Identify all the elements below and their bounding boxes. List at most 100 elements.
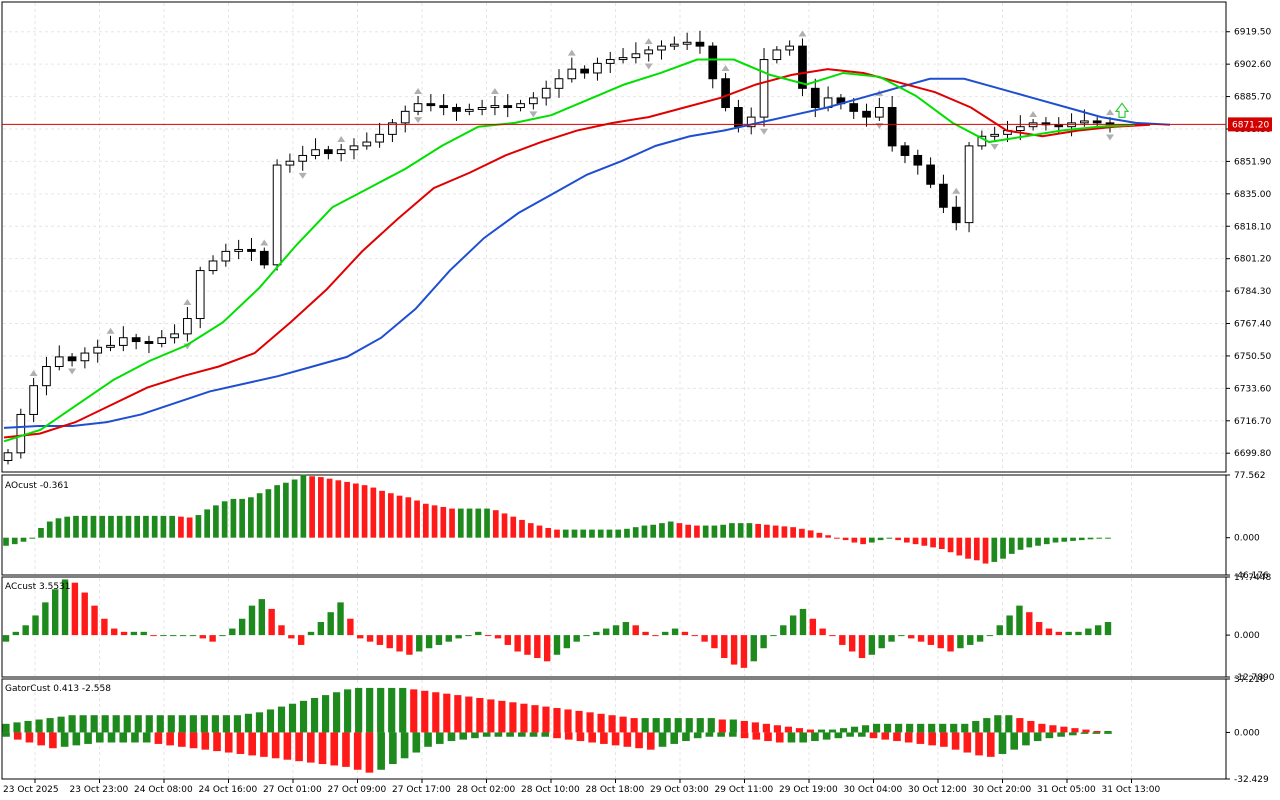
histogram-bar: [271, 732, 280, 759]
candle: [1054, 124, 1064, 128]
histogram-bar: [95, 732, 104, 743]
candle: [810, 87, 820, 109]
histogram-bar: [20, 537, 27, 542]
histogram-bar: [781, 526, 788, 538]
histogram-bar: [606, 529, 613, 538]
histogram-bar: [904, 732, 913, 743]
fractal-up-marker: [337, 135, 346, 142]
histogram-bar: [506, 732, 514, 737]
histogram-bar: [564, 732, 573, 740]
price-panel[interactable]: 6919.506902.606885.706868.806851.906835.…: [1, 1, 1272, 473]
candle: [746, 116, 756, 128]
histogram-bar: [1069, 732, 1077, 736]
histogram-bar: [475, 508, 482, 538]
histogram-bar: [326, 478, 333, 538]
histogram-bar: [1071, 728, 1079, 733]
histogram-bar: [760, 635, 767, 649]
histogram-bar: [71, 582, 79, 636]
candle: [887, 107, 897, 147]
candle: [503, 105, 513, 109]
histogram-bar: [524, 635, 531, 655]
histogram-bar: [921, 537, 928, 546]
histogram-bar: [335, 480, 342, 538]
histogram-bar: [25, 732, 34, 743]
ac-panel[interactable]: 17.7448 0.000 -12.7890: [1, 573, 1275, 683]
histogram-bar: [233, 715, 242, 733]
histogram-bar: [685, 718, 693, 733]
histogram-bar: [702, 525, 709, 538]
histogram-bar: [494, 635, 502, 639]
histogram-bar: [416, 635, 423, 652]
histogram-bar: [143, 515, 149, 538]
histogram-bar: [445, 635, 452, 642]
histogram-bar: [179, 635, 187, 637]
fractal-up-marker: [260, 239, 269, 246]
histogram-bar: [928, 732, 936, 746]
time-tick-label: 31 Oct 13:00: [1102, 785, 1161, 795]
price-tick-label: 6801.20: [1234, 255, 1271, 265]
histogram-bar: [534, 635, 541, 659]
indicator-tick-label: -12.7890: [1234, 673, 1275, 683]
time-tick-label: 31 Oct 05:00: [1037, 785, 1096, 795]
histogram-bar: [799, 528, 805, 538]
fractal-up-marker: [798, 30, 807, 37]
histogram-bar: [755, 523, 762, 538]
histogram-bar: [906, 723, 914, 733]
histogram-bar: [868, 635, 876, 655]
candle: [67, 356, 77, 362]
candle: [567, 68, 577, 80]
histogram-bar: [1055, 631, 1063, 636]
histogram-bar: [482, 732, 491, 737]
histogram-bar: [297, 635, 305, 645]
histogram-bar: [553, 708, 561, 733]
ao-panel[interactable]: 77.562 0.000 -46.176: [1, 471, 1269, 581]
histogram-bar: [377, 732, 385, 770]
histogram-bar: [396, 635, 403, 652]
histogram-bar: [230, 498, 237, 538]
histogram-bar: [200, 715, 208, 733]
histogram-bar: [1008, 537, 1015, 554]
histogram-bar: [691, 635, 698, 637]
histogram-bar: [399, 687, 407, 733]
histogram-bar: [244, 713, 253, 733]
histogram-bar: [939, 723, 947, 733]
histogram-bar: [963, 732, 972, 753]
histogram-bar: [898, 635, 905, 637]
histogram-bar: [35, 719, 43, 733]
histogram-bar: [772, 525, 779, 538]
histogram-bar: [366, 687, 374, 733]
histogram-bar: [1027, 720, 1035, 733]
histogram-bar: [973, 537, 980, 561]
histogram-bar: [1065, 631, 1072, 636]
price-tick-label: 6716.70: [1234, 417, 1271, 427]
gator-panel[interactable]: 37.216 0.000 -32.429: [1, 675, 1269, 785]
histogram-bar: [1060, 726, 1068, 733]
histogram-bar: [888, 635, 895, 642]
histogram-bar: [68, 715, 76, 733]
histogram-bar: [881, 732, 890, 740]
histogram-bar: [471, 732, 479, 739]
price-tick-label: 6818.10: [1234, 222, 1271, 232]
histogram-bar: [693, 732, 702, 739]
histogram-bar: [101, 715, 109, 733]
histogram-bar: [412, 732, 421, 753]
time-tick-label: 29 Oct 19:00: [779, 785, 838, 795]
histogram-bar: [1104, 731, 1112, 733]
histogram-bar: [701, 635, 708, 642]
histogram-bar: [542, 706, 550, 733]
histogram-bar: [410, 689, 418, 733]
histogram-bar: [166, 732, 174, 746]
candle: [247, 248, 256, 252]
histogram-bar: [545, 527, 552, 538]
histogram-bar: [424, 732, 432, 747]
histogram-bar: [84, 732, 92, 744]
candle: [529, 97, 538, 105]
histogram-bar: [306, 732, 315, 763]
histogram-bar: [130, 631, 138, 636]
histogram-bar: [64, 516, 71, 538]
histogram-bar: [895, 723, 903, 733]
histogram-bar: [1080, 732, 1089, 734]
histogram-bar: [994, 715, 1002, 733]
histogram-bar: [299, 700, 308, 733]
histogram-bar: [938, 537, 945, 549]
